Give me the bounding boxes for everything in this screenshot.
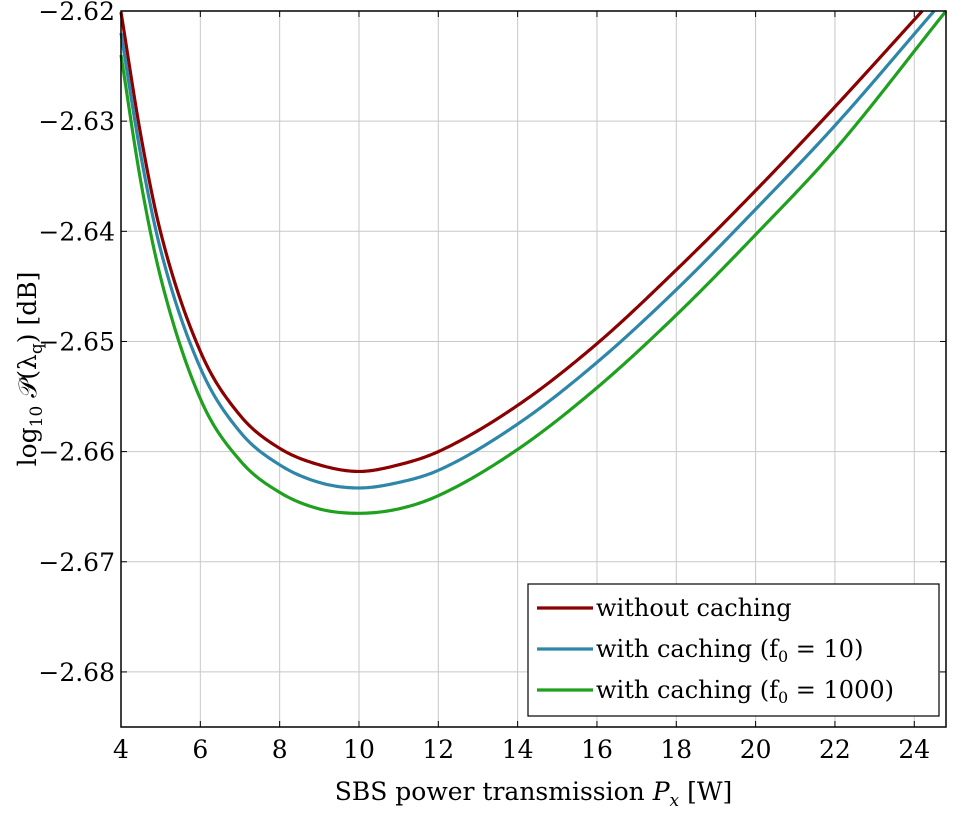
legend-label: without caching [596,594,792,622]
x-tick-label: 16 [581,735,613,764]
x-tick-label: 20 [740,735,772,764]
legend-box [527,583,940,717]
legend: without caching with caching (f0 = 10) wit… [527,583,940,717]
y-axis-label: log10 𝒫(λq) [dB] [13,272,47,467]
y-tick-label: −2.66 [38,438,115,467]
legend-label: with caching (f0 = 10) [596,635,863,666]
plot-frame [120,10,947,728]
series-line-3 [119,10,948,515]
y-tick-label: −2.65 [38,327,115,356]
x-tick-label: 8 [272,735,288,764]
x-tick-label: 18 [660,735,692,764]
x-tick-label: 6 [192,735,208,764]
y-tick-label: −2.67 [38,548,115,577]
series-line-2 [119,9,936,490]
x-tick-label: 14 [502,735,534,764]
x-tick-label: 10 [343,735,375,764]
y-tick-label: −2.63 [38,107,115,136]
y-tick-label: −2.68 [38,658,115,687]
x-tick-label: 24 [898,735,930,764]
x-tick-label: 12 [422,735,454,764]
series-group [119,9,948,515]
y-tick-label: −2.64 [38,217,115,246]
ticks: 4 6 8 10 12 14 16 18 20 22 24 −2.62 −2.63 −2.64 −2.65 −… [38,0,946,764]
legend-label: with caching (f0 = 1000) [596,676,894,707]
x-axis-label: SBS power transmission Px [W] [335,777,733,811]
x-tick-label: 4 [113,735,129,764]
y-tick-label: −2.62 [38,0,115,26]
x-tick-label: 22 [819,735,851,764]
series-line-1 [119,9,924,474]
